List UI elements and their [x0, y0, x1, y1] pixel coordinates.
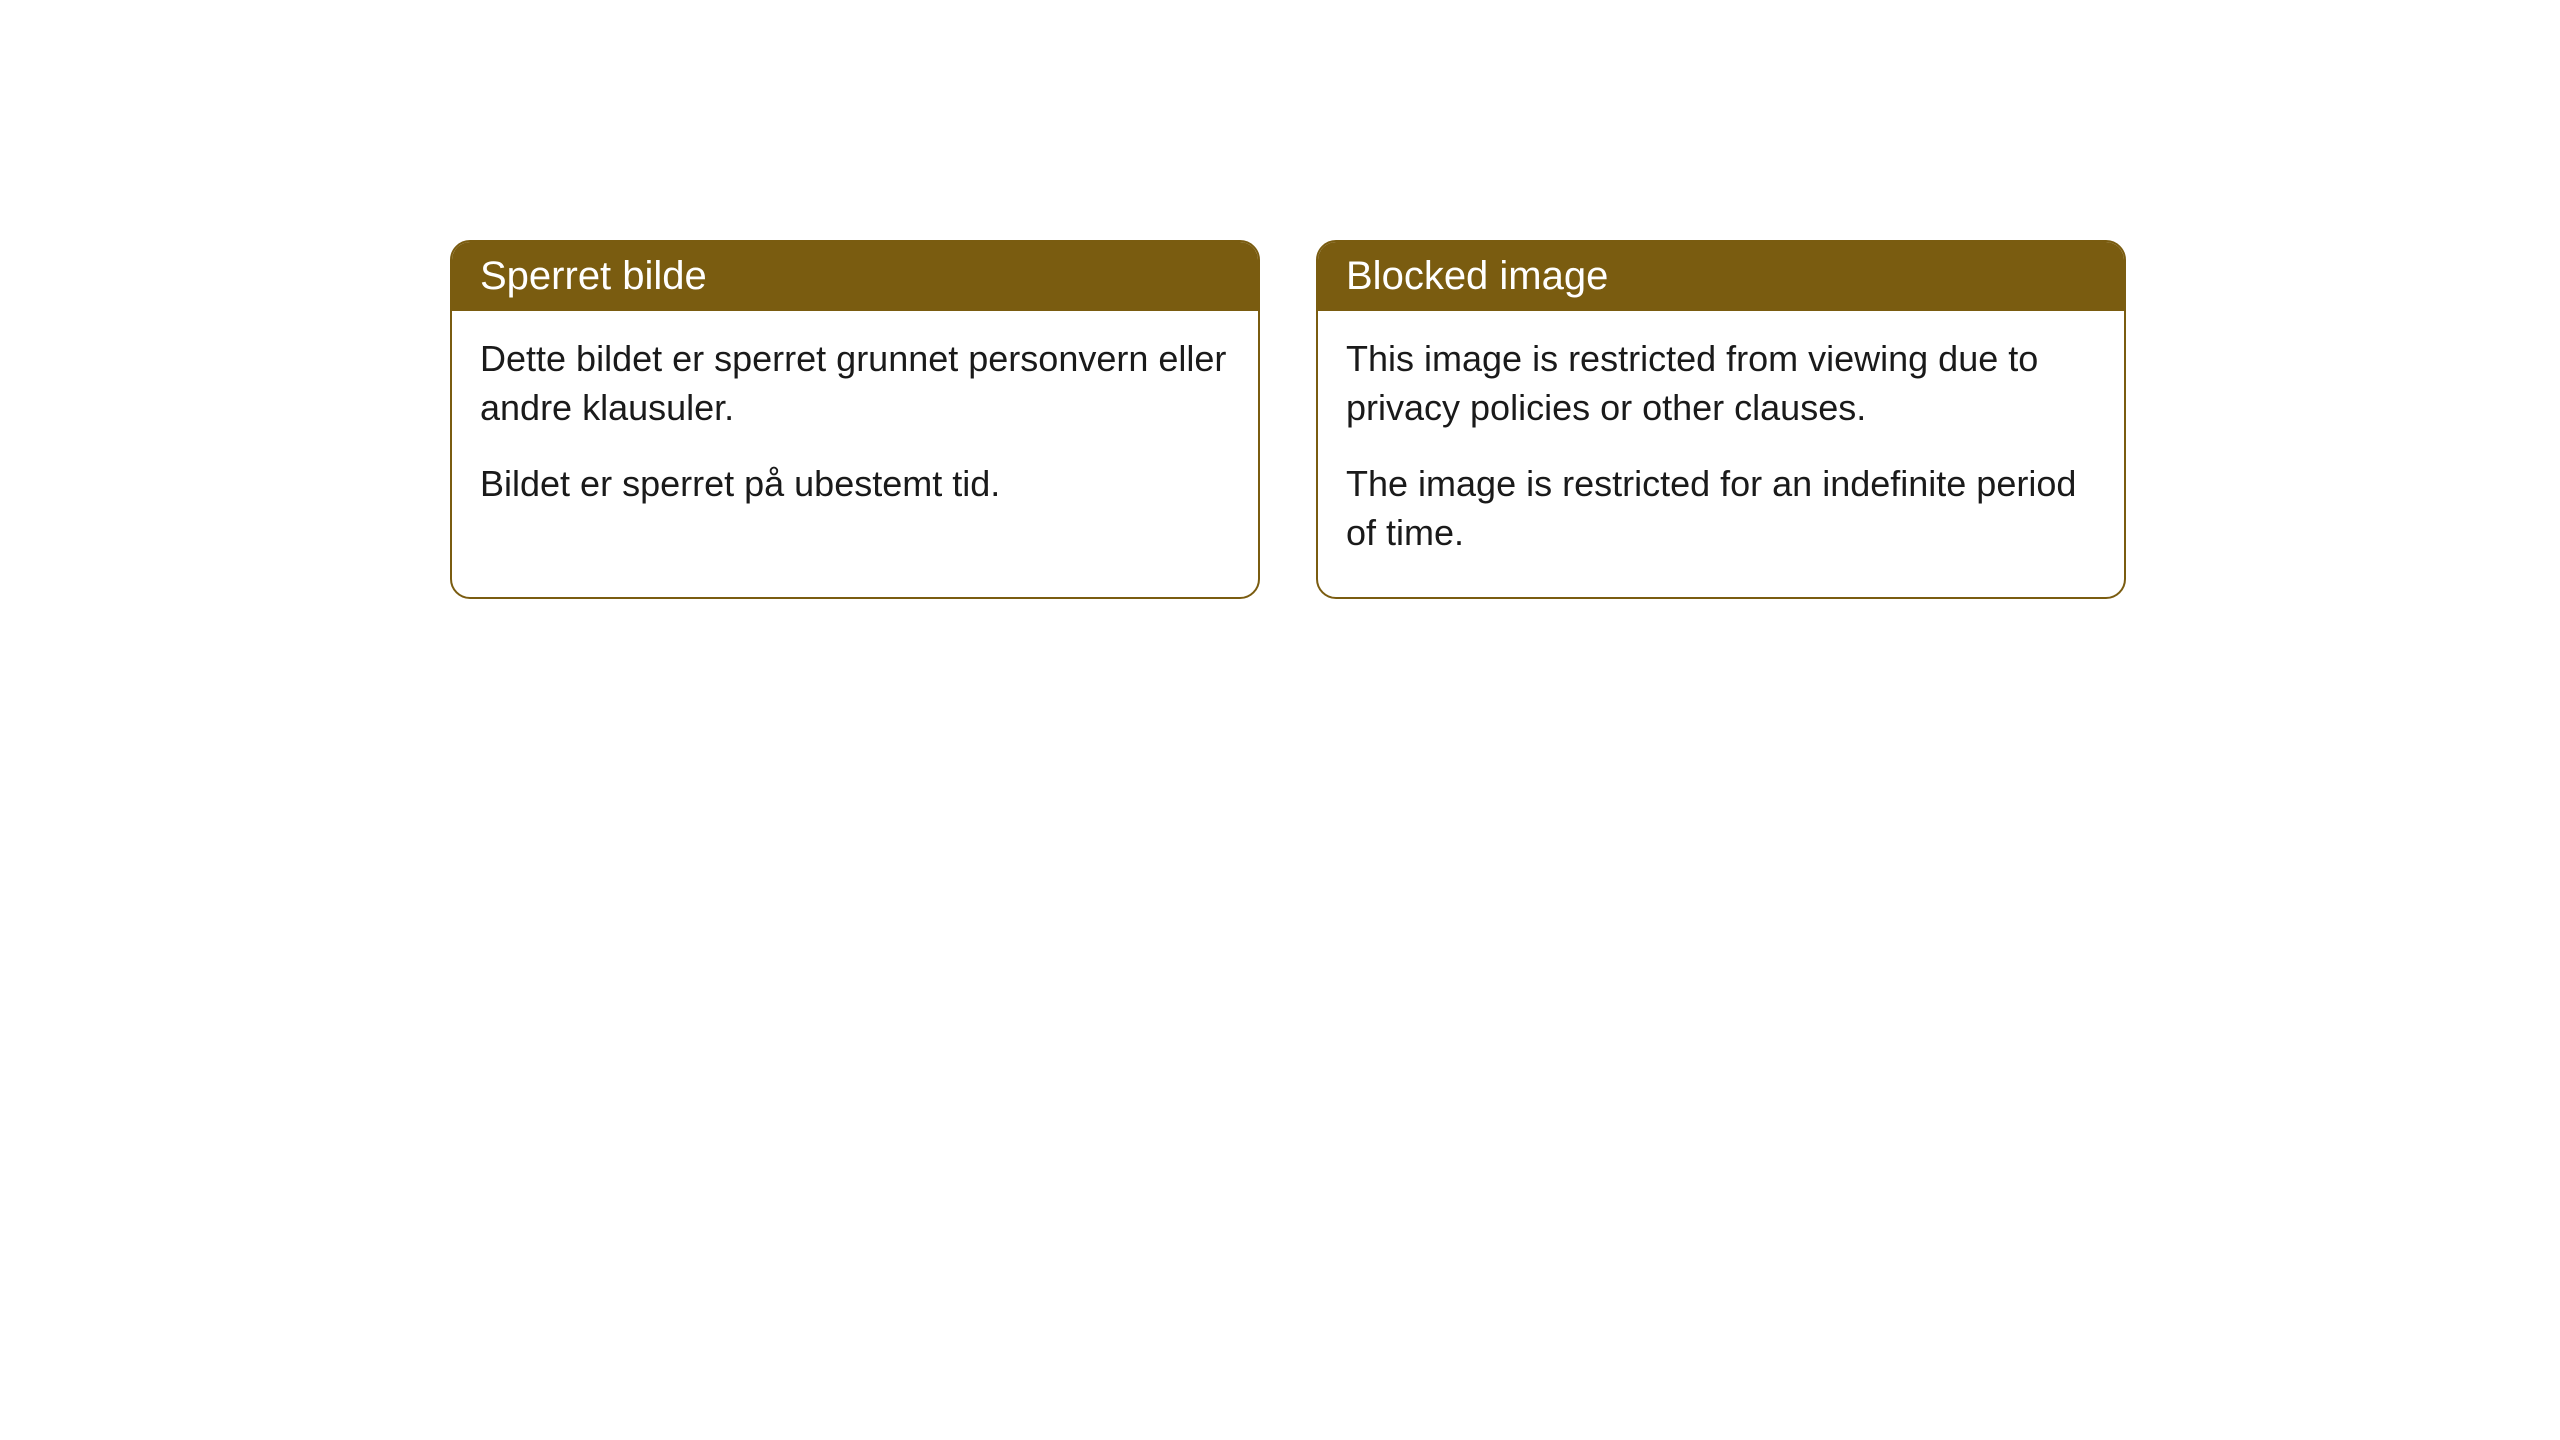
card-text-en-2: The image is restricted for an indefinit… — [1346, 460, 2096, 557]
cards-container: Sperret bilde Dette bildet er sperret gr… — [0, 0, 2560, 599]
card-title-no: Sperret bilde — [480, 254, 707, 298]
blocked-image-card-en: Blocked image This image is restricted f… — [1316, 240, 2126, 599]
card-text-en-1: This image is restricted from viewing du… — [1346, 335, 2096, 432]
card-text-no-2: Bildet er sperret på ubestemt tid. — [480, 460, 1230, 509]
card-text-no-1: Dette bildet er sperret grunnet personve… — [480, 335, 1230, 432]
card-header-en: Blocked image — [1318, 242, 2124, 311]
card-body-no: Dette bildet er sperret grunnet personve… — [452, 311, 1258, 549]
card-body-en: This image is restricted from viewing du… — [1318, 311, 2124, 597]
card-title-en: Blocked image — [1346, 254, 1608, 298]
card-header-no: Sperret bilde — [452, 242, 1258, 311]
blocked-image-card-no: Sperret bilde Dette bildet er sperret gr… — [450, 240, 1260, 599]
